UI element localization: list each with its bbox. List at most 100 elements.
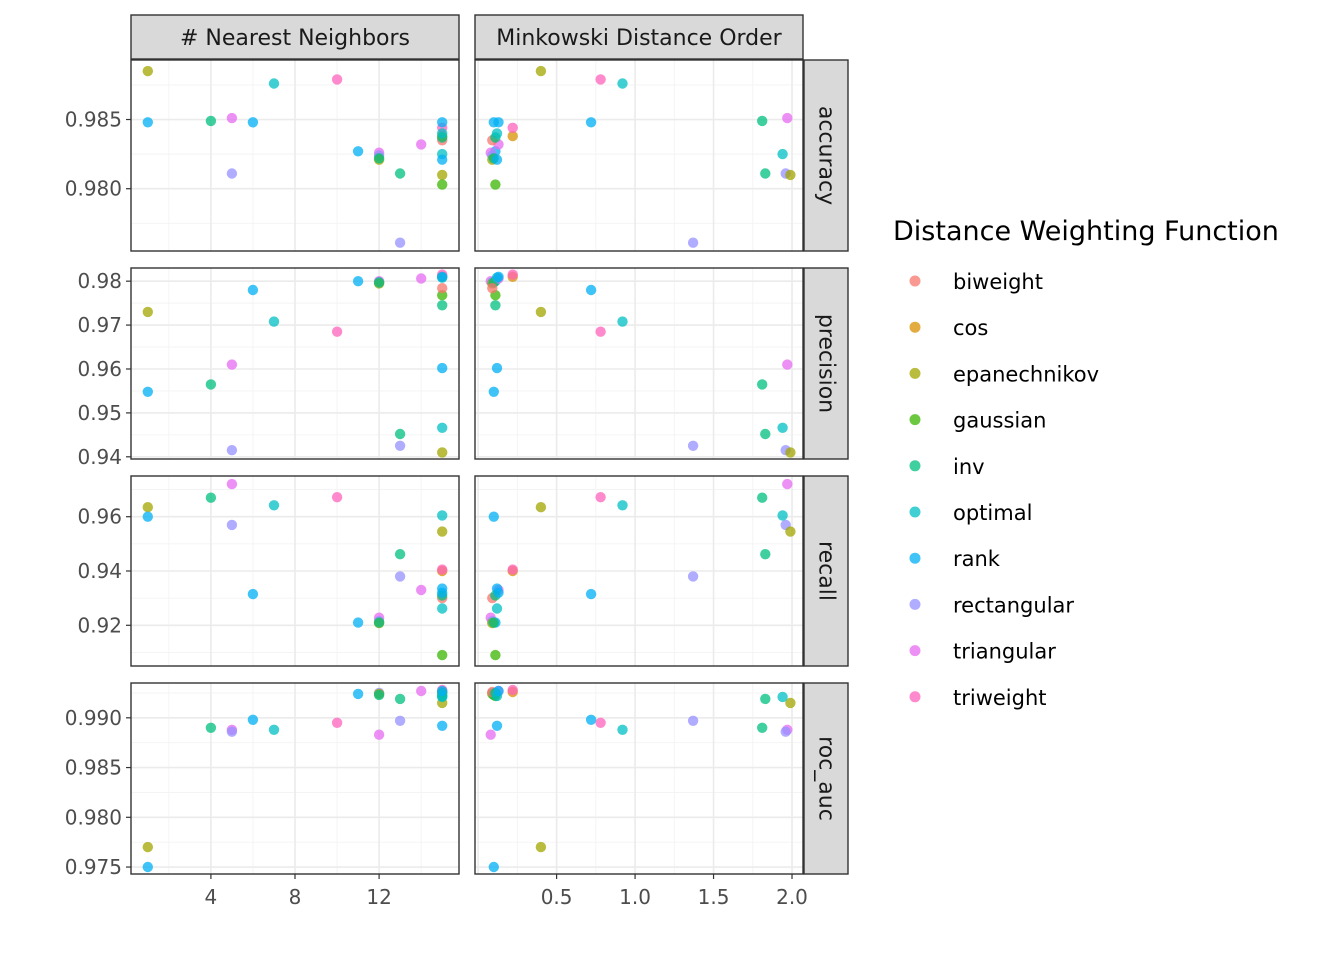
- point-rectangular: [226, 726, 238, 737]
- point-epanechnikov: [785, 447, 796, 458]
- point-inv: [394, 693, 406, 705]
- y-tick-label: 0.980: [65, 805, 122, 829]
- point-epanechnikov: [535, 502, 547, 513]
- panel-precision-nearest-neighbors: 0.94 0.95 0.96 0.97 0.98: [77, 267, 460, 469]
- point-triweight: [595, 326, 606, 337]
- point-optimal: [437, 422, 448, 433]
- legend-item-inv: inv: [909, 455, 985, 479]
- point-rank: [585, 284, 597, 296]
- y-tick-label: 0.985: [65, 756, 122, 780]
- panel-precision-minkowski-distance-order: [474, 267, 804, 460]
- legend-item-gaussian: gaussian: [909, 409, 1046, 433]
- point-optimal: [491, 128, 503, 139]
- point-rank: [491, 154, 503, 165]
- legend-label: biweight: [953, 270, 1043, 294]
- point-rank: [585, 588, 597, 600]
- legend-item-triangular: triangular: [909, 640, 1056, 664]
- point-rectangular: [226, 445, 238, 456]
- point-gaussian: [490, 179, 501, 190]
- point-triweight: [331, 492, 343, 503]
- point-triangular: [416, 273, 427, 284]
- legend-label: triangular: [953, 640, 1056, 664]
- point-epanechnikov: [535, 841, 547, 853]
- panel-accuracy-nearest-neighbors: 0.980 0.985: [65, 59, 460, 252]
- panel-border: [474, 682, 804, 875]
- point-gaussian: [490, 649, 501, 661]
- point-inv: [205, 492, 217, 503]
- point-optimal: [617, 724, 628, 735]
- legend-label: gaussian: [953, 409, 1046, 433]
- legend-key-rank: [909, 552, 921, 564]
- point-rank: [247, 588, 259, 600]
- point-triweight: [331, 717, 343, 728]
- point-rank: [488, 386, 499, 397]
- point-inv: [757, 492, 768, 503]
- y-tick-label: 0.990: [65, 706, 122, 730]
- point-optimal: [437, 510, 448, 521]
- y-tick-label: 0.94: [77, 559, 122, 583]
- point-rank: [352, 617, 364, 628]
- legend-key-optimal: [909, 506, 921, 518]
- y-tick-label: 0.980: [65, 177, 122, 201]
- point-optimal: [268, 500, 280, 511]
- point-inv: [205, 379, 217, 390]
- facet-strip-box: [130, 14, 460, 60]
- legend-label: rank: [953, 547, 1001, 571]
- point-rank: [437, 362, 448, 374]
- point-optimal: [491, 603, 503, 614]
- legend-label: inv: [953, 455, 985, 479]
- point-triangular: [226, 112, 238, 124]
- point-rank: [437, 117, 448, 128]
- panel-accuracy-minkowski-distance-order: [474, 59, 804, 252]
- point-epanechnikov: [785, 697, 796, 709]
- panel-border: [130, 59, 460, 252]
- point-optimal: [777, 148, 788, 160]
- point-rank: [352, 276, 364, 287]
- point-inv: [373, 153, 385, 164]
- point-optimal: [437, 128, 448, 139]
- point-triweight: [331, 74, 343, 85]
- point-inv: [373, 277, 385, 288]
- y-tick-label: 0.98: [77, 269, 122, 293]
- legend-item-cos: cos: [909, 316, 988, 340]
- point-epanechnikov: [142, 841, 153, 853]
- y-tick-label: 0.97: [77, 313, 122, 337]
- point-optimal: [777, 691, 788, 703]
- point-rank: [142, 117, 153, 128]
- facet-strip-box: [803, 267, 849, 460]
- point-inv: [757, 722, 768, 733]
- x-tick-label: 2.0: [776, 885, 808, 909]
- point-biweight: [437, 283, 448, 294]
- point-rank: [437, 720, 448, 731]
- point-rank: [437, 154, 448, 165]
- point-optimal: [617, 78, 628, 89]
- panel-background: [475, 268, 803, 459]
- point-epanechnikov: [142, 502, 153, 513]
- legend-key-gaussian: [909, 414, 921, 426]
- point-optimal: [777, 422, 788, 433]
- point-epanechnikov: [142, 306, 153, 318]
- panel-background: [475, 60, 803, 251]
- point-triweight: [595, 492, 606, 503]
- facet-strip-minkowski-distance-order: Minkowski Distance Order: [474, 14, 804, 60]
- panel-roc-auc-minkowski-distance-order: 0.5 1.0 1.5 2.0: [474, 682, 808, 909]
- y-tick-label: 0.92: [77, 613, 122, 637]
- point-triangular: [373, 729, 385, 740]
- point-inv: [760, 693, 771, 705]
- legend-key-epanechnikov: [909, 367, 921, 379]
- panel-border: [474, 267, 804, 460]
- panel-recall-minkowski-distance-order: [474, 475, 804, 667]
- point-rectangular: [226, 519, 238, 531]
- point-rank: [493, 117, 504, 128]
- point-rank: [493, 685, 504, 697]
- facet-strip-label: Minkowski Distance Order: [496, 26, 782, 51]
- facet-strip-label: # Nearest Neighbors: [180, 26, 410, 51]
- point-gaussian: [437, 179, 448, 190]
- x-tick-label: 12: [366, 885, 391, 909]
- point-optimal: [268, 724, 280, 735]
- facet-strip-accuracy: accuracy: [803, 59, 849, 252]
- x-tick-label: 0.5: [541, 885, 573, 909]
- point-rank: [247, 284, 259, 296]
- point-rectangular: [687, 440, 699, 451]
